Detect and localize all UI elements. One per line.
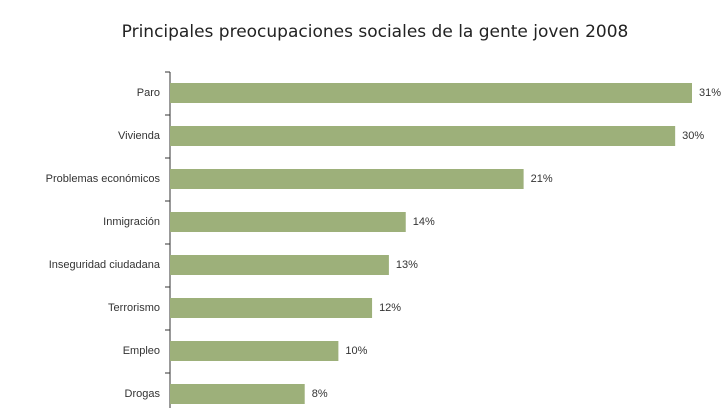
chart-title: Principales preocupaciones sociales de l…	[122, 22, 629, 42]
bar	[170, 83, 692, 103]
bar	[170, 126, 676, 146]
bar	[170, 255, 389, 275]
y-tick-label: Paro	[137, 87, 160, 99]
y-tick-label: Inmigración	[103, 216, 160, 228]
y-tick-label: Inseguridad ciudadana	[49, 259, 161, 271]
value-label: 12%	[379, 302, 401, 314]
y-tick-label: Drogas	[125, 388, 161, 400]
y-tick-label: Problemas económicos	[46, 173, 161, 185]
value-label: 8%	[312, 388, 328, 400]
bar	[170, 341, 339, 361]
value-label: 10%	[345, 345, 367, 357]
bar	[170, 298, 373, 318]
y-tick-label: Terrorismo	[108, 302, 160, 314]
y-tick-label: Vivienda	[118, 130, 161, 142]
value-label: 30%	[682, 130, 704, 142]
bar	[170, 212, 406, 232]
value-label: 21%	[531, 173, 553, 185]
value-label: 13%	[396, 259, 418, 271]
value-label: 31%	[699, 87, 721, 99]
bar	[170, 169, 524, 189]
value-label: 14%	[413, 216, 435, 228]
bar	[170, 384, 305, 404]
y-tick-label: Empleo	[123, 345, 160, 357]
